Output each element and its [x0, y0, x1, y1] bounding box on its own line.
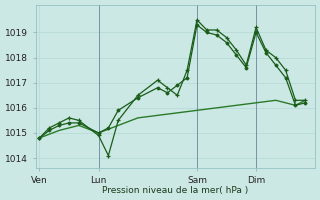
X-axis label: Pression niveau de la mer( hPa ): Pression niveau de la mer( hPa ) [102, 186, 248, 195]
